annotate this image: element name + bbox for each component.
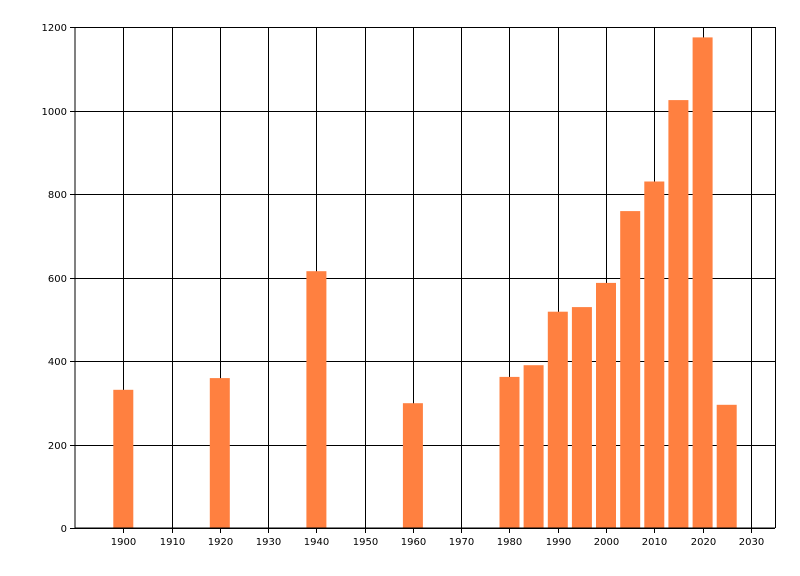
bar-2020: [692, 37, 713, 529]
bar-2000: [596, 282, 616, 528]
bar-1990: [547, 311, 568, 528]
bars: [113, 37, 737, 529]
y-tick-label: 1000: [42, 107, 67, 118]
bar-1985: [523, 365, 544, 528]
x-tick-labels: 1900 1910 1920 1930 1940 1950 1960 1970 1980 1990…: [111, 528, 764, 548]
axes: [74, 27, 775, 529]
x-tick-label: 1920: [208, 537, 233, 548]
y-tick-label: 1200: [42, 23, 67, 34]
x-tick-label: 1950: [353, 537, 378, 548]
y-tick-labels: 0 200 400 600 800 1000 1200: [42, 23, 75, 535]
bar-1920: [209, 378, 230, 528]
x-tick-label: 1910: [160, 537, 185, 548]
x-tick-label: 1900: [111, 537, 136, 548]
x-tick-label: 1960: [401, 537, 426, 548]
y-tick-label: 0: [61, 524, 67, 535]
x-tick-label: 2030: [739, 537, 764, 548]
bar-2005: [620, 211, 641, 528]
x-tick-label: 1980: [497, 537, 522, 548]
x-tick-label: 1990: [546, 537, 571, 548]
bar-1940: [306, 271, 327, 528]
bar-1980: [499, 376, 520, 528]
bar-2010: [644, 181, 665, 528]
y-tick-label: 600: [48, 274, 67, 285]
bar-2015: [668, 100, 689, 528]
x-tick-label: 1970: [449, 537, 474, 548]
y-tick-label: 200: [48, 441, 67, 452]
bar-1900: [113, 389, 134, 528]
y-tick-label: 400: [48, 357, 67, 368]
y-tick-label: 800: [48, 190, 67, 201]
x-tick-label: 2000: [594, 537, 619, 548]
bar-1995: [571, 307, 592, 528]
x-tick-label: 2010: [642, 537, 667, 548]
bar-2025: [716, 404, 737, 528]
x-tick-label: 1930: [256, 537, 281, 548]
x-tick-label: 1940: [304, 537, 329, 548]
x-tick-label: 2020: [691, 537, 716, 548]
bar-1960: [402, 403, 423, 528]
